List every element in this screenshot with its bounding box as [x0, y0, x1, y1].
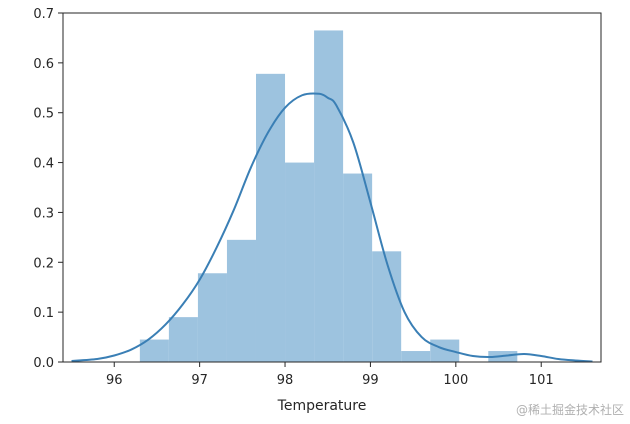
histogram-bar-5	[285, 162, 315, 362]
y-tick-label: 0.4	[33, 157, 54, 172]
histogram-bar-2	[197, 273, 227, 362]
y-tick-label: 0.5	[33, 107, 54, 122]
y-tick-label: 0.7	[33, 7, 54, 22]
x-tick-label: 99	[362, 373, 379, 388]
x-tick-label: 101	[529, 373, 554, 388]
histogram-bars	[139, 30, 518, 362]
x-tick-label: 98	[277, 373, 294, 388]
plot-frame	[62, 12, 602, 363]
y-tick-label: 0.0	[33, 356, 54, 371]
histogram-bar-7	[343, 173, 373, 362]
histogram-bar-1	[168, 317, 198, 362]
watermark: @稀土掘金技术社区	[515, 403, 624, 417]
histogram-bar-0	[139, 339, 169, 362]
x-tick-label: 100	[443, 373, 468, 388]
histogram-bar-3	[226, 239, 256, 362]
y-tick-label: 0.6	[33, 57, 54, 72]
y-axis: 0.0 0.1 0.2 0.3 0.4 0.5 0.6 0.7	[33, 7, 63, 371]
histogram-bar-9	[401, 351, 431, 362]
y-tick-label: 0.1	[33, 306, 54, 321]
kde-line	[71, 92, 593, 363]
histogram-bar-10	[430, 339, 460, 362]
x-tick-label: 96	[106, 373, 123, 388]
histogram-bar-4	[256, 73, 286, 362]
y-tick-label: 0.2	[33, 256, 54, 271]
histogram-bar-6	[314, 30, 344, 362]
histogram-bar-8	[372, 251, 402, 362]
y-tick-label: 0.3	[33, 206, 54, 221]
x-axis-label: Temperature	[277, 398, 367, 414]
x-axis: 96 97 98 99 100 101	[106, 362, 554, 388]
x-tick-label: 97	[191, 373, 208, 388]
